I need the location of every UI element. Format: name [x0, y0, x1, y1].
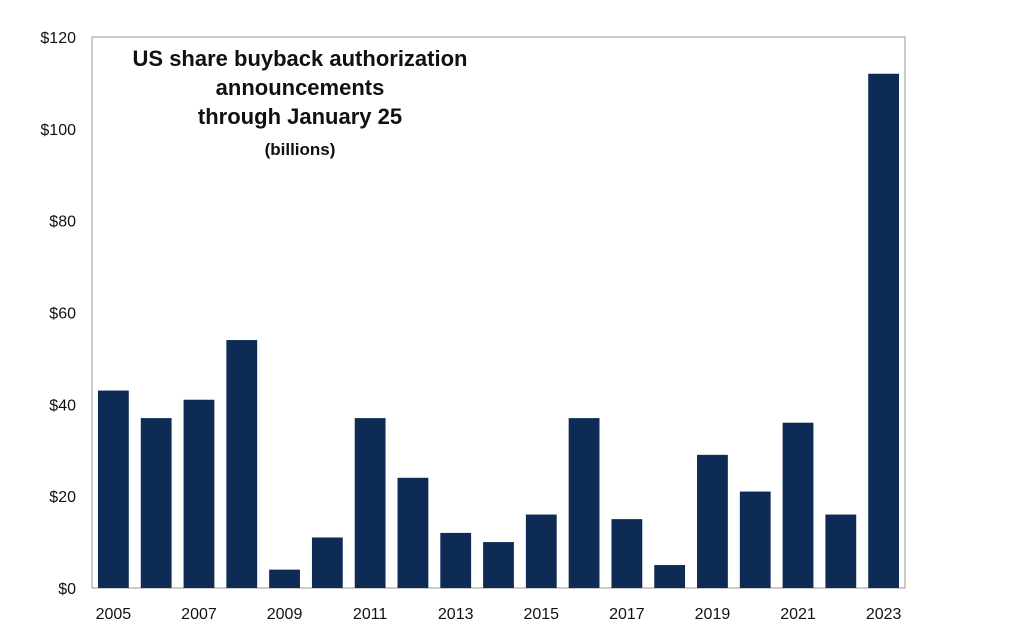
y-tick-label: $0: [58, 581, 76, 598]
bar-2005: [97, 390, 129, 588]
bar-2009: [269, 569, 300, 588]
bar-2016: [568, 418, 600, 588]
x-tick-label: 2009: [267, 606, 303, 623]
y-tick-label: $80: [49, 214, 76, 231]
chart-title-line-3: through January 25: [198, 104, 402, 129]
x-tick-label: 2007: [181, 606, 217, 623]
bar-2011: [354, 418, 386, 588]
y-tick-label: $120: [40, 30, 76, 47]
bar-2017: [611, 519, 643, 589]
bar-2015: [525, 514, 557, 588]
bar-2010: [311, 537, 343, 588]
y-tick-label: $20: [49, 489, 76, 506]
x-tick-label: 2021: [780, 606, 816, 623]
bar-2023: [868, 73, 900, 589]
bar-2013: [440, 532, 472, 588]
x-tick-label: 2023: [866, 606, 902, 623]
x-tick-label: 2015: [523, 606, 559, 623]
chart-subtitle: (billions): [265, 140, 336, 159]
x-tick-label: 2011: [353, 606, 388, 623]
bar-2020: [739, 491, 771, 588]
x-axis: 2005 2007 2009 2011 2013 2015 2017 2019 2021 2023: [96, 606, 902, 623]
y-tick-label: $100: [40, 122, 76, 139]
y-tick-label: $40: [49, 397, 76, 414]
y-tick-label: $60: [49, 306, 76, 323]
bar-2019: [697, 454, 728, 588]
bar-2022: [825, 514, 857, 588]
bar-2008: [226, 340, 258, 588]
bar-2007: [183, 399, 215, 588]
x-tick-label: 2017: [609, 606, 645, 623]
bar-2014: [483, 542, 514, 588]
chart-title-line-2: announcements: [216, 75, 385, 100]
bar-2018: [654, 565, 686, 588]
bar-2006: [140, 418, 172, 588]
chart-title: US share buyback authorization announcem…: [133, 46, 468, 159]
bar-2012: [397, 477, 429, 588]
bar-series: [97, 73, 900, 589]
x-tick-label: 2019: [695, 606, 731, 623]
bar-2021: [782, 422, 814, 588]
y-axis: $0 $20 $40 $60 $80 $100 $120: [40, 30, 76, 598]
x-tick-label: 2013: [438, 606, 474, 623]
x-tick-label: 2005: [96, 606, 132, 623]
chart-title-line-1: US share buyback authorization: [133, 46, 468, 71]
